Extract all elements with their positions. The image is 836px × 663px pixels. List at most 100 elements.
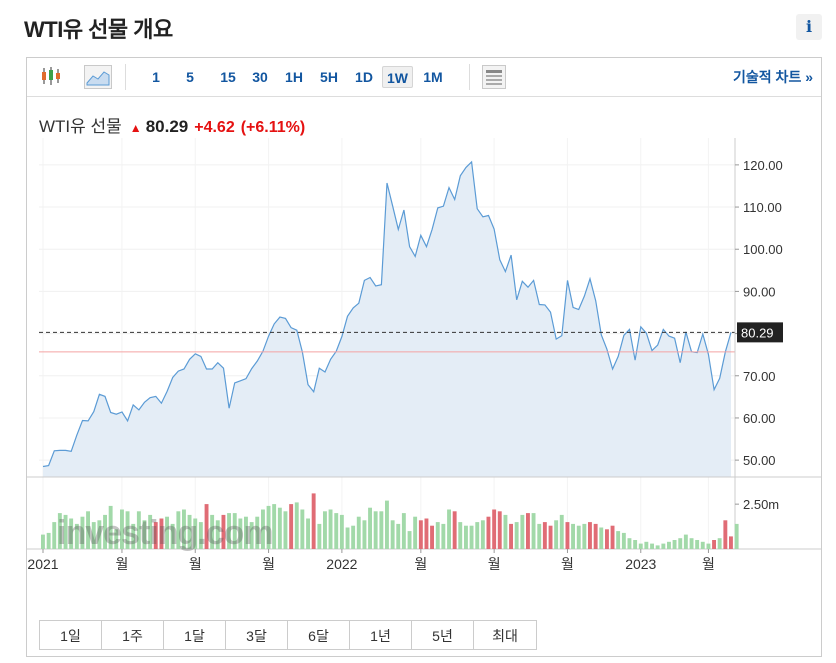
timeframe-5h[interactable]: 5H: [320, 69, 338, 85]
volume-bar: [492, 509, 497, 549]
volume-bar: [373, 511, 378, 549]
layout-icon[interactable]: [482, 65, 506, 89]
price-header: WTI유 선물 ▲ 80.29 +4.62 (+6.11%): [39, 112, 305, 137]
volume-bar: [537, 523, 542, 549]
range-button[interactable]: 1주: [101, 620, 164, 650]
volume-bar: [582, 523, 587, 549]
price-change-percent: (+6.11%): [240, 119, 306, 136]
range-button[interactable]: 1달: [163, 620, 226, 650]
volume-bar: [204, 504, 209, 549]
volume-bar: [542, 522, 547, 549]
volume-bar: [148, 514, 153, 549]
page-title: WTI유 선물 개요: [24, 17, 173, 42]
volume-bar: [605, 529, 609, 549]
volume-bar: [650, 543, 654, 549]
volume-bar: [317, 523, 322, 549]
x-tick-label: 월: [561, 556, 574, 572]
range-button[interactable]: 6달: [287, 620, 350, 650]
technical-chart-link[interactable]: 기술적 차트 »: [733, 69, 813, 85]
price-chart[interactable]: 50.0060.0070.0080.0090.00100.00110.00120…: [27, 58, 821, 578]
volume-bar: [362, 520, 367, 549]
volume-bar: [695, 540, 700, 549]
volume-bar: [390, 520, 395, 549]
volume-bar: [588, 522, 592, 549]
timeframe-1m[interactable]: 1M: [423, 69, 443, 85]
volume-bar: [486, 516, 491, 549]
toolbar-separator: [125, 64, 126, 90]
volume-bar: [306, 518, 310, 549]
volume-bar: [503, 514, 508, 549]
volume-bar: [678, 538, 683, 549]
volume-bar: [345, 527, 350, 549]
volume-bar: [712, 540, 716, 549]
timeframe-15[interactable]: 15: [220, 69, 236, 85]
info-button[interactable]: i: [796, 14, 822, 40]
volume-bar: [125, 511, 130, 549]
area-chart-icon[interactable]: [84, 65, 112, 89]
volume-bar: [283, 511, 288, 549]
volume-bar: [153, 522, 158, 549]
volume-bar: [672, 540, 677, 549]
volume-bar: [565, 522, 570, 549]
volume-bar: [571, 523, 575, 549]
volume-bar: [277, 507, 282, 549]
volume-bar: [131, 523, 136, 549]
candlestick-icon[interactable]: [39, 65, 63, 87]
volume-bar: [334, 513, 339, 549]
price-area: [43, 161, 731, 477]
range-button[interactable]: 5년: [411, 620, 474, 650]
volume-bar: [165, 516, 169, 549]
range-button[interactable]: 1년: [349, 620, 412, 650]
range-button[interactable]: 최대: [473, 620, 537, 650]
volume-bar: [356, 516, 361, 549]
timeframe-5[interactable]: 5: [186, 69, 194, 85]
up-arrow-icon: ▲: [129, 121, 142, 135]
chart-card: 1 5 15 30 1H 5H 1D 1W 1M 기술적 차트 » WTI유 선물 ▲ 80.29 +…: [26, 57, 822, 657]
volume-bar: [311, 493, 316, 549]
timeframe-1[interactable]: 1: [152, 69, 160, 85]
x-tick-label: 월: [189, 556, 202, 572]
timeframe-30[interactable]: 30: [252, 69, 268, 85]
volume-bar: [435, 522, 440, 549]
volume-bar: [706, 543, 711, 549]
volume-bar: [621, 532, 626, 549]
volume-bar: [452, 511, 457, 549]
volume-bar: [57, 513, 62, 549]
volume-bar: [616, 531, 621, 549]
timeframe-1d[interactable]: 1D: [355, 69, 373, 85]
x-tick-label: 월: [116, 556, 129, 572]
range-button[interactable]: 1일: [39, 620, 102, 650]
volume-bar: [266, 505, 271, 549]
y-tick-label: 100.00: [743, 242, 783, 257]
x-tick-label: 월: [488, 556, 501, 572]
volume-bar: [418, 520, 423, 549]
volume-bar: [385, 500, 389, 549]
volume-bar: [255, 516, 260, 549]
range-button[interactable]: 3달: [225, 620, 288, 650]
volume-bar: [396, 523, 401, 549]
volume-bar: [667, 541, 671, 549]
volume-bar: [249, 522, 254, 549]
volume-bar: [520, 514, 525, 549]
volume-bar: [441, 523, 446, 549]
volume-bar: [447, 509, 451, 549]
toolbar-separator: [469, 64, 470, 90]
volume-bar: [514, 522, 519, 549]
volume-bar: [323, 511, 327, 549]
timeframe-1w[interactable]: 1W: [382, 66, 413, 88]
volume-bar: [272, 504, 277, 549]
volume-bar: [187, 514, 192, 549]
current-price-badge: [737, 322, 783, 343]
volume-bar: [644, 541, 649, 549]
volume-bar: [661, 543, 666, 549]
volume-bar: [717, 538, 722, 549]
volume-bar: [723, 520, 728, 549]
timeframe-1h[interactable]: 1H: [285, 69, 303, 85]
volume-bar: [74, 523, 79, 549]
volume-bar: [407, 531, 412, 549]
volume-bar: [548, 525, 553, 549]
volume-bar: [238, 518, 243, 549]
volume-bar: [509, 523, 513, 549]
volume-bar: [526, 513, 530, 549]
volume-bar: [210, 514, 215, 549]
